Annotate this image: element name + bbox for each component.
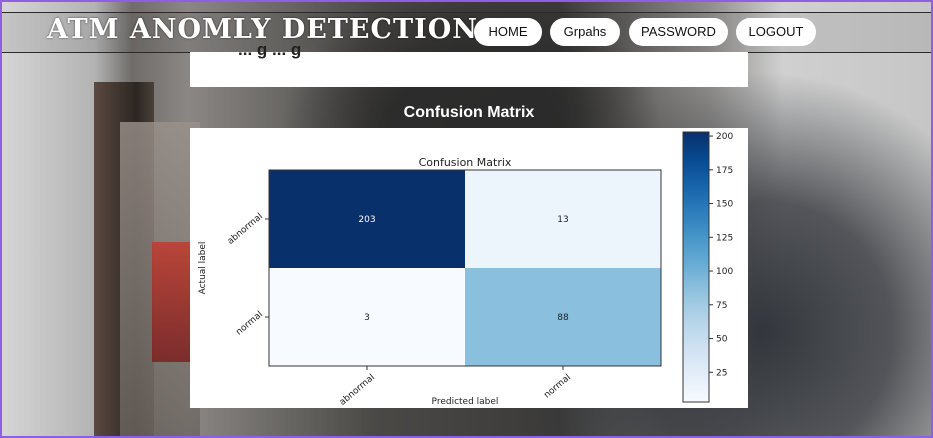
colorbar-tick-label-75: 75 <box>716 301 727 311</box>
cell-normal-normal <box>465 268 661 366</box>
section-title: Confusion Matrix <box>403 104 535 121</box>
nav-graphs-button[interactable]: Grpahs <box>550 18 620 46</box>
confusion-matrix-chart: Confusion Matrix Predicted label Actual … <box>198 131 733 408</box>
previous-chart-caption: ... g ... g <box>238 40 302 59</box>
nav-logout-button[interactable]: LOGOUT <box>736 18 816 46</box>
colorbar-tick-label-175: 175 <box>716 166 733 176</box>
cell-value-abnormal-abnormal: 203 <box>358 215 375 225</box>
x-tick-label-normal: normal <box>542 373 573 401</box>
confusion-matrix-card: Confusion Matrix Predicted label Actual … <box>190 128 748 408</box>
colorbar-tick-label-100: 100 <box>716 267 733 277</box>
x-axis-label: Predicted label <box>432 397 499 407</box>
cell-abnormal-abnormal <box>269 170 465 268</box>
colorbar-tick-label-150: 150 <box>716 200 733 210</box>
plot-frame <box>268 169 662 367</box>
previous-chart-card: ... g ... g <box>190 40 748 87</box>
colorbar-tick-label-200: 200 <box>716 132 733 142</box>
y-tick-label-normal: normal <box>234 310 265 338</box>
x-tick-label-abnormal: abnormal <box>338 373 377 408</box>
cell-value-normal-normal: 88 <box>557 313 569 323</box>
colorbar-tick-label-25: 25 <box>716 368 727 378</box>
nav-home-button[interactable]: HOME <box>474 18 542 46</box>
y-tick-label-abnormal: abnormal <box>226 212 265 247</box>
cell-value-normal-abnormal: 3 <box>364 313 370 323</box>
chart-title: Confusion Matrix <box>419 156 512 169</box>
background-sign <box>152 242 192 362</box>
colorbar-tick-label-50: 50 <box>716 335 728 345</box>
colorbar-tick-label-125: 125 <box>716 233 733 243</box>
y-axis-label: Actual label <box>198 242 208 295</box>
cell-normal-abnormal <box>269 268 465 366</box>
colorbar <box>682 131 710 403</box>
cell-abnormal-normal <box>465 170 661 268</box>
cell-value-abnormal-normal: 13 <box>557 215 568 225</box>
brand-title: ATM ANOMLY DETECTION <box>47 14 478 45</box>
nav-password-button[interactable]: PASSWORD <box>629 18 728 46</box>
